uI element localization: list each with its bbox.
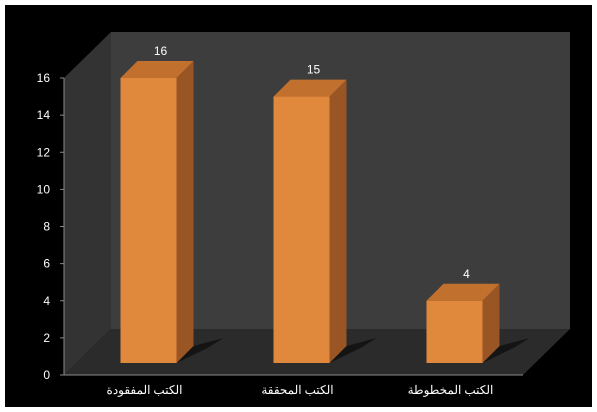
bar-shadow: [176, 338, 224, 363]
y-tick-label: 10: [37, 182, 51, 196]
y-tick-label: 16: [37, 71, 51, 85]
bar-data-label: 15: [307, 63, 321, 77]
y-tick-label: 14: [37, 108, 51, 122]
bar-top: [120, 61, 194, 78]
chart-axes: 0 2 4 6 8 10 12 14 16: [37, 71, 523, 382]
bar-front: [426, 300, 483, 363]
bar-side: [482, 283, 500, 363]
x-category-label: الكتب المحققة: [261, 383, 333, 397]
x-category-label: الكتب المخطوطة: [408, 383, 494, 397]
y-tick-label: 2: [43, 331, 50, 345]
y-tick-label: 8: [43, 220, 50, 234]
bar: [120, 61, 224, 363]
y-tick-label: 4: [43, 294, 50, 308]
chart-bars: [120, 61, 530, 363]
bar-side: [329, 79, 347, 363]
y-tick-label: 12: [37, 145, 51, 159]
bar-shadow: [329, 338, 377, 363]
bar-top: [273, 79, 347, 97]
side-wall: [64, 32, 111, 375]
y-tick-label: 6: [43, 257, 50, 271]
bar: [426, 283, 530, 363]
x-category-label: الكتب المفقودة: [107, 383, 183, 397]
bar: [273, 79, 377, 363]
bar-side: [176, 61, 194, 363]
bar-data-label: 4: [463, 267, 470, 281]
bar-front: [273, 96, 330, 363]
chart-labels: 16 الكتب المفقودة 15 الكتب المحققة 4 الكتب ال…: [107, 44, 494, 397]
bar-front: [120, 78, 177, 363]
bar-top: [426, 283, 500, 301]
bar-shadow: [482, 338, 530, 363]
bar-data-label: 16: [154, 44, 168, 58]
y-tick-label: 0: [43, 368, 50, 382]
